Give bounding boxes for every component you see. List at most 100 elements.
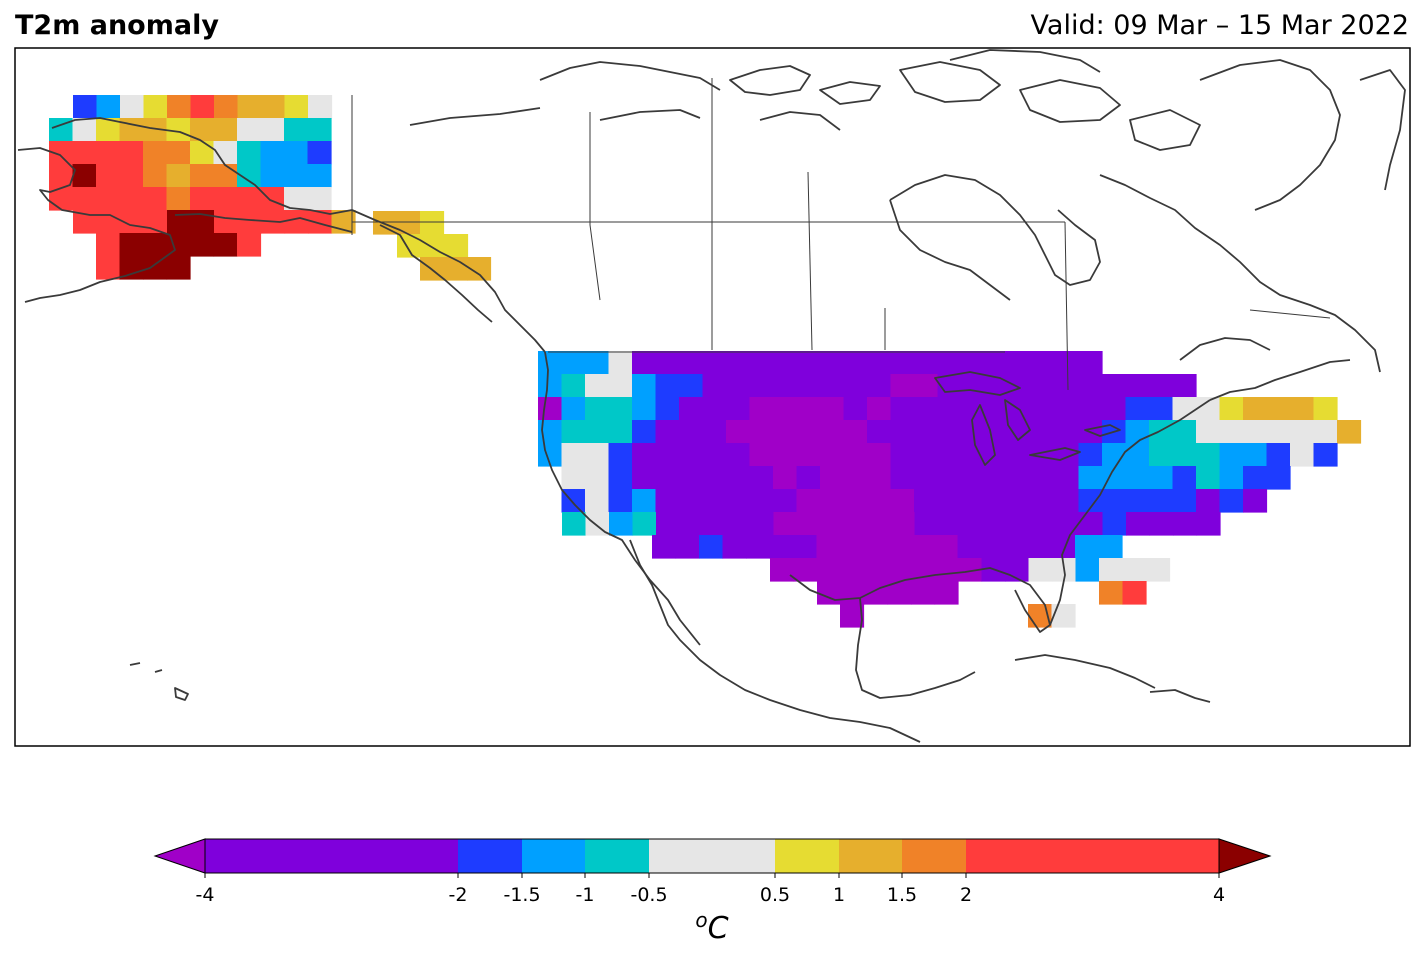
anomaly-cell [679,512,704,536]
anomaly-cell [843,420,868,444]
anomaly-cell [914,512,939,536]
anomaly-cell [214,95,239,119]
anomaly-cell [840,604,865,628]
anomaly-cell [96,95,121,119]
anomaly-cell [890,466,915,490]
valid-period-label: Valid: 09 Mar – 15 Mar 2022 [1030,10,1409,41]
anomaly-cell [308,95,333,119]
anomaly-cell [890,420,915,444]
anomaly-cell [773,466,798,490]
anomaly-cell [96,187,121,211]
anomaly-cell [679,374,704,398]
anomaly-cell [867,397,892,421]
colorbar-tick-label: 1 [832,884,846,906]
anomaly-cell [49,141,74,165]
anomaly-cell [1078,374,1103,398]
anomaly-cell [726,466,751,490]
anomaly-cell [820,351,845,375]
colorbar-tick-label: -1.5 [503,884,541,906]
anomaly-cell [166,187,191,211]
anomaly-cell [632,443,657,467]
anomaly-cell [914,443,939,467]
anomaly-cell [840,558,865,582]
anomaly-cell [656,512,681,536]
anomaly-cell [702,466,727,490]
anomaly-cell [96,118,121,142]
anomaly-cell [585,443,610,467]
colorbar-tick-label: 0.5 [759,884,791,906]
anomaly-cell [1172,420,1197,444]
anomaly-cell [890,397,915,421]
anomaly-cell [961,489,986,513]
anomaly-cell [679,489,704,513]
anomaly-cell [96,141,121,165]
anomaly-cell [773,512,798,536]
anomaly-cell [914,397,939,421]
anomaly-cell [1196,466,1221,490]
colorbar-bin [458,839,523,873]
anomaly-cell [1313,443,1338,467]
anomaly-cell [984,397,1009,421]
anomaly-cell [1149,489,1174,513]
political-borders [351,78,1331,391]
anomaly-cell [1149,420,1174,444]
anomaly-cell [820,397,845,421]
anomaly-cell [632,397,657,421]
anomaly-cell [914,489,939,513]
anomaly-cell [167,210,192,234]
anomaly-cell [655,420,680,444]
anomaly-cell [143,187,168,211]
anomaly-cell [608,397,633,421]
anomaly-cell [1028,558,1053,582]
anomaly-cell [1078,351,1103,375]
anomaly-cell [937,466,962,490]
anomaly-cell [213,187,238,211]
anomaly-cell [726,397,751,421]
colorbar-outline [204,838,1220,874]
anomaly-cell [934,535,959,559]
anomaly-cell [585,351,610,375]
anomaly-cell [1008,466,1033,490]
anomaly-cell [119,141,144,165]
anomaly-cell [1266,420,1291,444]
anomaly-cell [934,558,959,582]
anomaly-cell [190,187,215,211]
anomaly-cell [910,535,935,559]
anomaly-cell [864,581,889,605]
anomaly-cell [843,351,868,375]
anomaly-cell [1008,374,1033,398]
anomaly-cell [1172,443,1197,467]
anomaly-cell [120,95,145,119]
anomaly-cell [632,374,657,398]
anomaly-cell [1055,489,1080,513]
anomaly-cell [307,141,332,165]
anomaly-cell [961,443,986,467]
anomaly-cell [867,466,892,490]
anomaly-cell [1031,374,1056,398]
anomaly-cell [844,512,869,536]
colorbar-unit-label: oC [695,908,728,946]
anomaly-cell [307,164,332,188]
anomaly-cell [1219,397,1244,421]
anomaly-cell [237,187,262,211]
anomaly-cell [538,351,563,375]
anomaly-cell [984,489,1009,513]
map-title: T2m anomaly [15,10,219,41]
anomaly-cell [1219,489,1244,513]
anomaly-cell [1031,351,1056,375]
anomaly-cell [608,466,633,490]
anomaly-cell [820,512,845,536]
anomaly-cell [843,374,868,398]
anomaly-cell [467,257,492,281]
anomaly-cell [1004,535,1029,559]
anomaly-cell [679,443,704,467]
anomaly-cell [655,351,680,375]
anomaly-cell [420,234,445,258]
anomaly-cell [914,374,939,398]
anomaly-cell [284,187,309,211]
anomaly-cell [773,351,798,375]
colorbar-tick-label: -0.5 [630,884,668,906]
anomaly-cell [49,118,74,142]
anomaly-cell [679,466,704,490]
anomaly-cell [655,443,680,467]
